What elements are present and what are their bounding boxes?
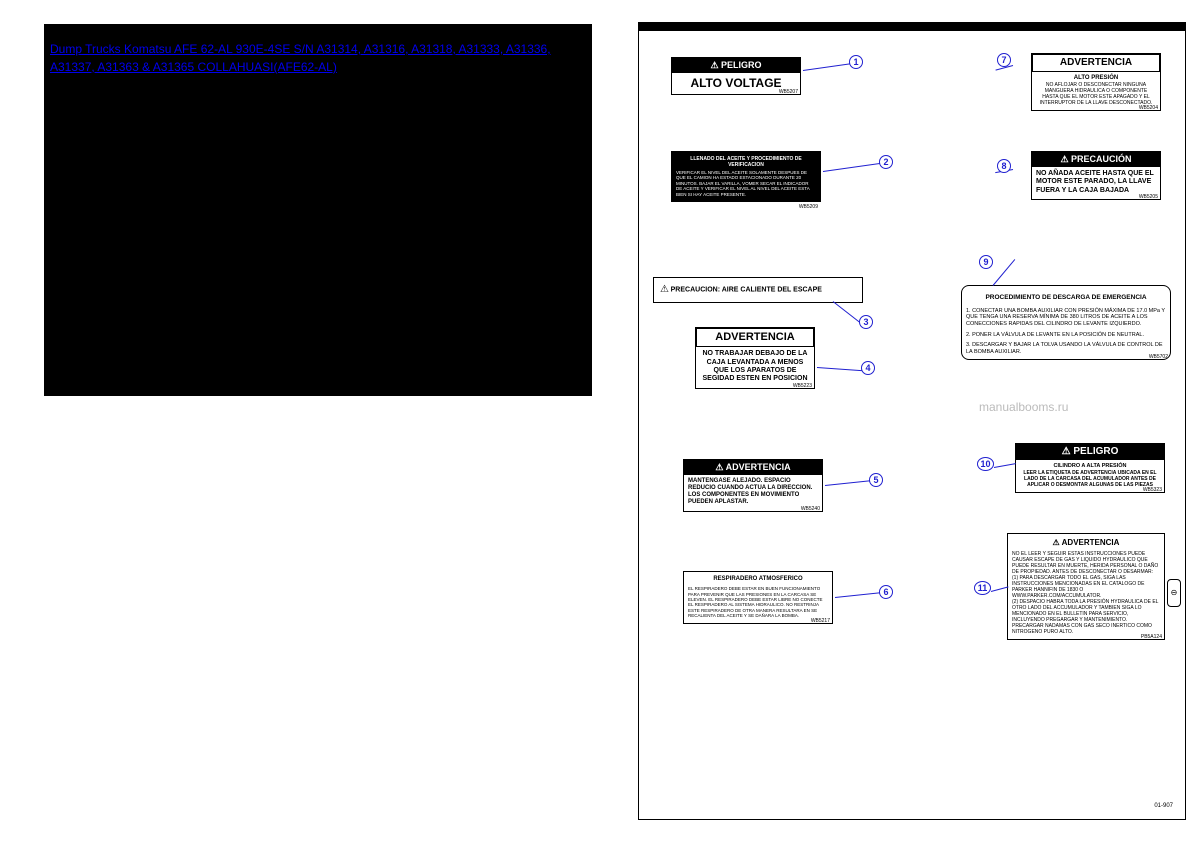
callout-8: 8 [997, 159, 1011, 173]
label-9-title: PROCEDIMIENTO DE DESCARGA DE EMERGENCIA [966, 294, 1166, 302]
label-1-peligro: ⚠ PELIGRO ALTO VOLTAGE WB5207 [671, 57, 801, 95]
label-7-body: NO AFLOJAR O DESCONECTAR NINGUNA MANGUER… [1036, 82, 1156, 106]
callout-10: 10 [977, 457, 994, 471]
label-3-body: PRECAUCION: AIRE CALIENTE DEL ESCAPE [671, 287, 822, 294]
label-5-part: WB5240 [801, 506, 820, 512]
label-1-header: ⚠ PELIGRO [672, 58, 800, 73]
label-10: ⚠ PELIGRO CILINDRO A ALTA PRESIÓN LEER L… [1015, 443, 1165, 493]
label-4-body: NO TRABAJAR DEBAJO DE LA CAJA LEVANTADA … [700, 350, 810, 384]
label-10-sub: CILINDRO A ALTA PRESIÓN [1020, 463, 1160, 470]
label-7-advertencia: ADVERTENCIA ALTO PRESIÓN NO AFLOJAR O DE… [1031, 53, 1161, 111]
label-11-header: ⚠ ADVERTENCIA [1012, 538, 1160, 548]
leader-2 [823, 163, 883, 172]
callout-5: 5 [869, 473, 883, 487]
label-2-part: WB5209 [799, 204, 818, 210]
label-9-body1: 1. CONECTAR UNA BOMBA AUXILIAR CON PRESI… [966, 308, 1166, 328]
label-7-part: WB5204 [1139, 105, 1158, 111]
label-11: ⚠ ADVERTENCIA NO EL LEER Y SEGUIR ESTAS … [1007, 533, 1165, 640]
callout-7: 7 [997, 53, 1011, 67]
label-6: RESPIRADERO ATMOSFERICO EL RESPIRADERO D… [683, 571, 833, 624]
leader-3 [833, 301, 862, 324]
document-title-link[interactable]: Dump Trucks Komatsu AFE 62-AL 930E-4SE S… [50, 40, 580, 76]
label-10-part: WB5323 [1143, 487, 1162, 493]
label-11-part: PB5A124 [1141, 634, 1162, 640]
watermark: manualbooms.ru [979, 400, 1068, 414]
leader-11 [991, 586, 1009, 592]
leader-10 [994, 463, 1016, 468]
page-header-bar [639, 23, 1185, 31]
label-10-body: LEER LA ETIQUETA DE ADVERTENCIA UBICADA … [1020, 470, 1160, 488]
callout-6: 6 [879, 585, 893, 599]
label-8-precaucion: ⚠ PRECAUCIÓN NO AÑADA ACEITE HASTA QUE E… [1031, 151, 1161, 200]
leader-5 [825, 480, 873, 486]
label-8-part: WB5205 [1139, 194, 1158, 200]
label-6-part: WB5217 [811, 618, 830, 624]
callout-3: 3 [859, 315, 873, 329]
callout-9: 9 [979, 255, 993, 269]
label-4-part: WB5223 [793, 383, 812, 389]
label-4: ADVERTENCIA NO TRABAJAR DEBAJO DE LA CAJ… [695, 327, 815, 389]
callout-4: 4 [861, 361, 875, 375]
label-1-part: WB5207 [779, 89, 798, 95]
label-11-tab: ⊖ [1167, 579, 1181, 607]
leader-9 [993, 259, 1016, 286]
label-5-body: MANTENGASE ALEJADO. ESPACIO REDUCIO CUAN… [688, 478, 818, 507]
callout-2: 2 [879, 155, 893, 169]
label-4-header: ADVERTENCIA [696, 328, 814, 347]
label-2-title: LLENADO DEL ACEITE Y PROCEDIMIENTO DE VE… [676, 156, 816, 168]
label-5-header: ⚠ ADVERTENCIA [684, 460, 822, 475]
callout-1: 1 [849, 55, 863, 69]
label-3: ⚠ PRECAUCION: AIRE CALIENTE DEL ESCAPE [653, 277, 863, 303]
label-6-title: RESPIRADERO ATMOSFERICO [688, 576, 828, 583]
label-11-body: NO EL LEER Y SEGUIR ESTAS INSTRUCCIONES … [1012, 551, 1160, 635]
label-1-body: ALTO VOLTAGE [676, 76, 796, 90]
callout-11: 11 [974, 581, 991, 595]
label-9: PROCEDIMIENTO DE DESCARGA DE EMERGENCIA … [961, 285, 1171, 360]
leader-6 [835, 592, 883, 598]
document-page: ⚠ PELIGRO ALTO VOLTAGE WB5207 ADVERTENCI… [638, 22, 1186, 820]
label-6-body: EL RESPIRADERO DEBE ESTAR EN BUEN FUNCIO… [688, 586, 828, 618]
label-10-header: ⚠ PELIGRO [1016, 444, 1164, 460]
left-panel: Dump Trucks Komatsu AFE 62-AL 930E-4SE S… [44, 24, 592, 396]
label-2: LLENADO DEL ACEITE Y PROCEDIMIENTO DE VE… [671, 151, 821, 202]
label-5: ⚠ ADVERTENCIA MANTENGASE ALEJADO. ESPACI… [683, 459, 823, 512]
label-8-header: ⚠ PRECAUCIÓN [1032, 152, 1160, 167]
label-2-body: VERIFICAR EL NIVEL DEL ACEITE SOLAMENTE … [676, 170, 816, 197]
label-7-header: ADVERTENCIA [1032, 54, 1160, 72]
page-ref: 01-907 [1154, 803, 1173, 809]
warning-icon: ⚠ [660, 284, 669, 296]
label-9-part: WB5702 [1149, 354, 1168, 360]
label-7-sub: ALTO PRESIÓN [1036, 75, 1156, 82]
label-9-body2: 2. PONER LA VÁLVULA DE LEVANTE EN LA POS… [966, 332, 1166, 339]
label-8-body: NO AÑADA ACEITE HASTA QUE EL MOTOR ESTE … [1036, 170, 1156, 195]
leader-1 [803, 63, 853, 71]
leader-4 [817, 367, 865, 371]
label-9-body3: 3. DESCARGAR Y BAJAR LA TOLVA USANDO LA … [966, 342, 1166, 355]
